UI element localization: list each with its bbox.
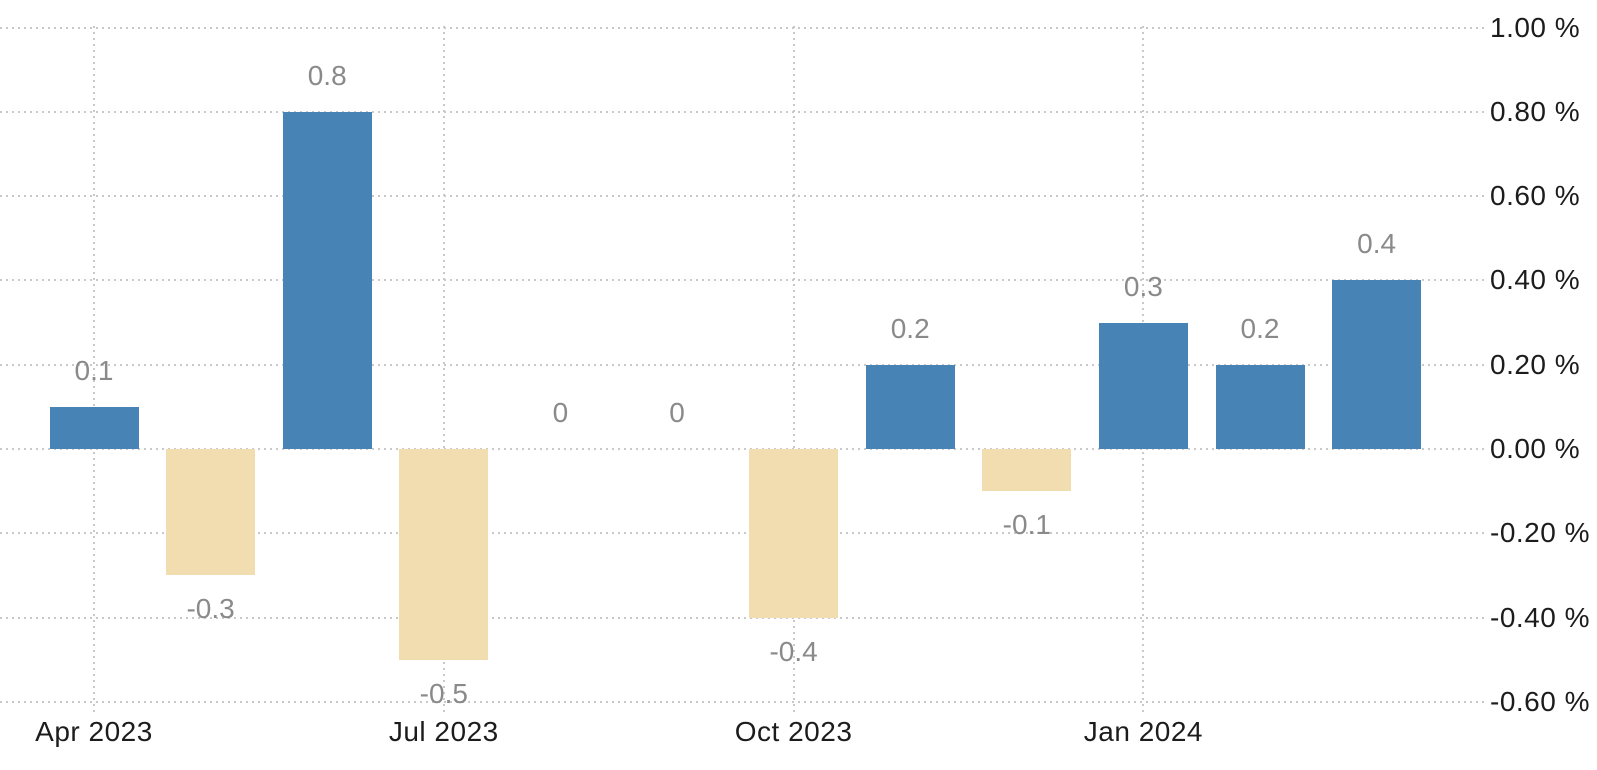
gridline-horizontal [0,532,1485,535]
chart-bar[interactable] [865,364,955,449]
y-axis-tick-label: -0.40 % [1490,601,1590,633]
chart-bar[interactable] [166,449,256,576]
chart-bar[interactable] [1215,364,1305,449]
y-axis-tick-label: 0.60 % [1490,180,1581,212]
chart-bar[interactable] [282,111,372,449]
gridline-horizontal [0,279,1485,282]
x-axis-tick-label: Jan 2024 [1083,716,1203,747]
bar-value-label: 0.3 [1123,270,1163,302]
y-axis-tick-label: 0.20 % [1490,348,1581,380]
y-axis-tick-label: -0.20 % [1490,517,1590,549]
x-axis-tick-label: Oct 2023 [734,716,853,747]
y-axis-tick-label: 0.00 % [1490,433,1581,464]
gridline-horizontal [0,110,1485,113]
gridline-vertical [792,26,795,714]
bar-value-label: 0 [669,397,685,428]
gridline-horizontal [0,448,1485,450]
y-axis-tick-label: 1.00 % [1490,11,1581,43]
bar-value-label: 0.2 [1240,312,1280,344]
bar-value-label: 0.2 [890,312,930,344]
gridline-horizontal [0,363,1485,366]
chart-bar[interactable] [749,449,839,618]
gridline-horizontal [0,26,1485,29]
bar-value-label: 0.8 [307,59,347,91]
x-axis-tick-label: Apr 2023 [35,716,153,747]
y-axis-tick-label: 0.80 % [1490,95,1581,127]
bar-value-label: 0.1 [74,354,114,386]
y-axis-tick-label: -0.60 % [1490,685,1590,717]
gridline-horizontal [0,195,1485,198]
x-axis-tick-label: Jul 2023 [388,716,499,747]
bar-value-label: -0.1 [1002,509,1051,541]
bar-value-label: -0.3 [186,593,235,625]
bar-value-label: -0.4 [769,635,818,667]
chart-bar[interactable] [1332,280,1422,449]
chart-bar[interactable] [399,449,489,660]
chart-bar[interactable] [1098,322,1188,449]
bar-value-label: 0.4 [1357,228,1397,260]
gridline-horizontal [0,700,1485,703]
gridline-vertical [93,26,95,714]
chart-bar[interactable] [982,449,1072,492]
gridline-horizontal [0,616,1485,619]
chart-bar[interactable] [49,406,139,449]
bar-value-label: 0 [552,397,569,428]
y-axis-tick-label: 0.40 % [1490,264,1581,296]
bar-value-label: -0.5 [419,677,468,709]
gridline-vertical [442,26,445,714]
